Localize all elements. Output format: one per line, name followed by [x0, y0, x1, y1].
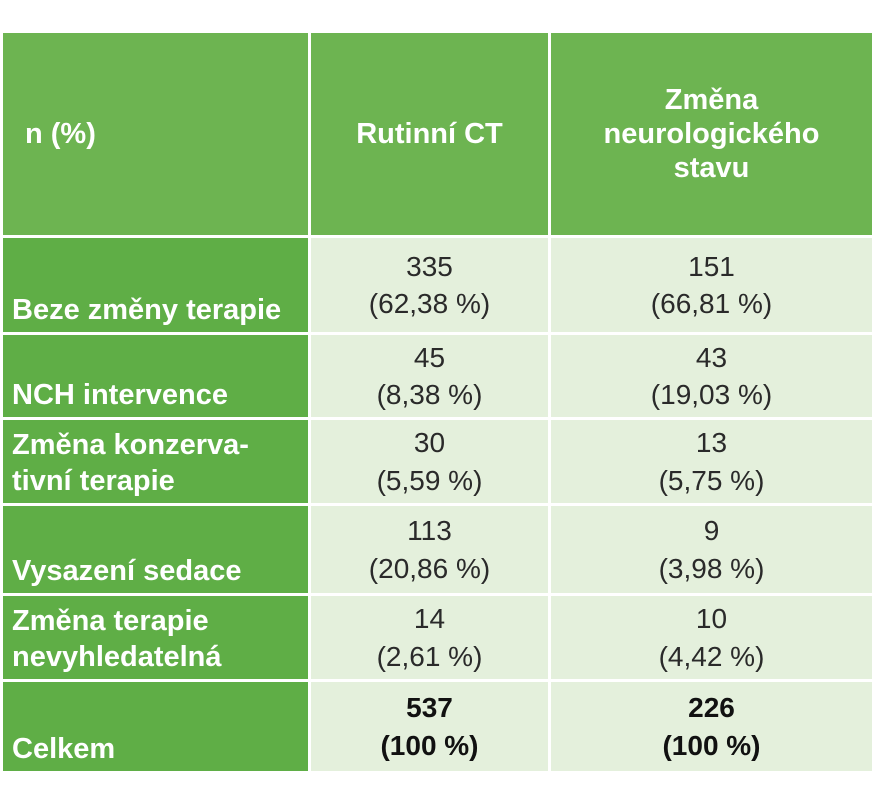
table-row: Změna konzerva-tivní terapie 30 (5,59 %) …: [0, 417, 875, 506]
total-label: Celkem: [0, 679, 311, 774]
cell-count: 537: [406, 692, 453, 724]
row-label: Vysazení sedace: [0, 503, 311, 596]
table-row: Změna terapie nevyhledatelná 14 (2,61 %) 1…: [0, 593, 875, 682]
row-label: Změna terapie nevyhledatelná: [0, 593, 311, 682]
cell-zmena-stavu: 13 (5,75 %): [548, 417, 875, 506]
results-table: n (%) Rutinní CT Změna neurologického stav…: [0, 30, 875, 774]
total-zmena-stavu: 226 (100 %): [548, 679, 875, 774]
cell-zmena-stavu: 10 (4,42 %): [548, 593, 875, 682]
header-line: Změna: [664, 83, 759, 116]
cell-count: 335: [406, 250, 453, 282]
row-label-line: Beze změny terapie: [12, 293, 282, 326]
cell-percent: (19,03 %): [650, 379, 773, 410]
header-n-percent: n (%): [0, 30, 311, 238]
cell-rutinni-ct: 45 (8,38 %): [308, 332, 551, 420]
row-label: NCH intervence: [0, 332, 311, 420]
cell-rutinni-ct: 113 (20,86 %): [308, 503, 551, 596]
row-label-line: nevyhledatelná: [12, 640, 222, 673]
header-zmena-neurologickeho-stavu: Změna neurologického stavu: [548, 30, 875, 238]
header-row: n (%) Rutinní CT Změna neurologického stav…: [0, 30, 875, 238]
cell-count: 226: [688, 692, 735, 724]
cell-rutinni-ct: 30 (5,59 %): [308, 417, 551, 506]
cell-percent: (20,86 %): [368, 552, 491, 584]
cell-zmena-stavu: 43 (19,03 %): [548, 332, 875, 420]
row-label-line: Vysazení sedace: [12, 554, 242, 587]
row-label-line: Změna konzerva-: [12, 428, 249, 461]
table-row: Vysazení sedace 113 (20,86 %) 9 (3,98 %): [0, 503, 875, 596]
cell-count: 43: [695, 341, 728, 373]
row-label: Změna konzerva-tivní terapie: [0, 417, 311, 506]
cell-count: 13: [695, 427, 728, 459]
cell-percent: (5,75 %): [658, 464, 765, 496]
header-rutinni-ct: Rutinní CT: [308, 30, 551, 238]
cell-count: 9: [703, 515, 720, 547]
cell-percent: (100 %): [662, 729, 761, 761]
cell-percent: (66,81 %): [650, 288, 773, 319]
cell-percent: (100 %): [380, 729, 479, 761]
row-label-line: NCH intervence: [12, 378, 228, 411]
cell-zmena-stavu: 151 (66,81 %): [548, 235, 875, 335]
total-row: Celkem 537 (100 %) 226 (100 %): [0, 679, 875, 774]
row-label-line: Změna terapie: [12, 604, 209, 637]
cell-count: 30: [413, 427, 446, 459]
cell-zmena-stavu: 9 (3,98 %): [548, 503, 875, 596]
cell-count: 10: [695, 603, 728, 635]
cell-count: 14: [413, 603, 446, 635]
header-line: neurologického: [603, 117, 820, 150]
row-label: Beze změny terapie: [0, 235, 311, 335]
header-line: stavu: [673, 152, 750, 185]
cell-rutinni-ct: 335 (62,38 %): [308, 235, 551, 335]
cell-percent: (3,98 %): [658, 552, 765, 584]
total-rutinni-ct: 537 (100 %): [308, 679, 551, 774]
cell-percent: (8,38 %): [376, 379, 483, 410]
cell-percent: (5,59 %): [376, 464, 483, 496]
cell-count: 45: [413, 341, 446, 373]
cell-percent: (62,38 %): [368, 288, 491, 319]
cell-count: 113: [407, 515, 452, 547]
cell-rutinni-ct: 14 (2,61 %): [308, 593, 551, 682]
table-row: Beze změny terapie 335 (62,38 %) 151 (66,8…: [0, 235, 875, 335]
cell-percent: (2,61 %): [376, 640, 483, 672]
cell-count: 151: [688, 250, 735, 282]
row-label-line: tivní terapie: [12, 464, 175, 497]
table-row: NCH intervence 45 (8,38 %) 43 (19,03 %): [0, 332, 875, 420]
cell-percent: (4,42 %): [658, 640, 765, 672]
